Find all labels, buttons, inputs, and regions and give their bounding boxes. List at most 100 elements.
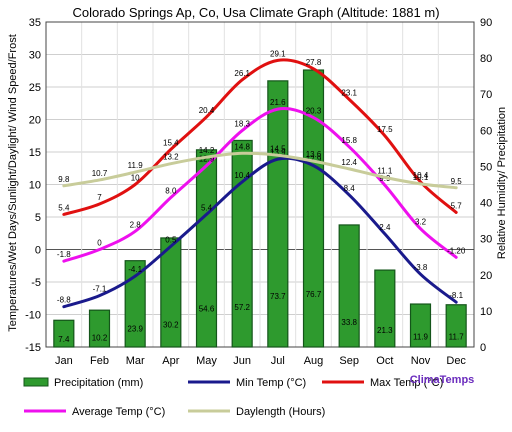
precip-bar-may xyxy=(195,149,218,348)
average-temp-c-data-label: 0 xyxy=(97,239,102,248)
y-tick-left: 5 xyxy=(35,212,41,224)
plot-frame xyxy=(45,21,475,348)
precip-label: 7.4 xyxy=(58,335,70,344)
precip-label: 73.7 xyxy=(270,292,286,301)
max-temp-c-data-label: 7 xyxy=(97,193,102,202)
average-temp-c-data-label: 21.6 xyxy=(270,98,286,107)
y-tick-right: 0 xyxy=(480,342,486,354)
average-temp-c-line xyxy=(62,107,458,263)
min-temp-c-data-label: 13.9 xyxy=(270,148,286,157)
max-temp-c-data-label: 23.1 xyxy=(341,88,357,97)
legend-item: Max Temp (°C) xyxy=(322,377,443,389)
precip-label: 11.7 xyxy=(449,332,465,341)
max-temp-c-data-label: 29.1 xyxy=(270,49,286,58)
min-temp-c-data-label: -8.8 xyxy=(57,296,71,305)
y-tick-right: 60 xyxy=(480,125,492,137)
x-tick-jan: Jan xyxy=(55,355,73,367)
max-temp-c-data-label: 10 xyxy=(131,174,140,183)
precip-label: 21.3 xyxy=(377,326,393,335)
precip-label: 30.2 xyxy=(163,320,179,329)
legend: Precipitation (mm) Min Temp (°C) Max Temp … xyxy=(23,377,443,418)
min-temp-c-data-label: 0.5 xyxy=(165,235,177,244)
precip-bar-feb xyxy=(88,309,111,348)
precip-bar-oct xyxy=(374,269,396,348)
precip-label: 33.8 xyxy=(341,318,357,327)
y-tick-right: 40 xyxy=(480,198,492,210)
legend-swatch-precipitation xyxy=(23,377,49,387)
precip-bar-jun xyxy=(231,139,253,348)
precip-bar-sep xyxy=(338,224,360,348)
x-tick-aug: Aug xyxy=(304,355,324,367)
x-tick-oct: Oct xyxy=(376,355,393,367)
legend-item: Precipitation (mm) xyxy=(23,377,143,389)
precip-bar-apr xyxy=(160,237,182,348)
precip-bar-jan xyxy=(53,319,75,348)
y-tick-right: 50 xyxy=(480,161,492,173)
precip-label: 11.9 xyxy=(413,332,429,341)
max-temp-c-data-label: 15.4 xyxy=(163,138,179,147)
chart-title: Colorado Springs Ap, Co, Usa Climate Gra… xyxy=(72,5,439,20)
min-temp-c-data-label: -8.1 xyxy=(449,291,463,300)
average-temp-c-data-label: 18.3 xyxy=(234,120,250,129)
legend-label: Min Temp (°C) xyxy=(236,377,306,389)
daylength-hours-data-label: 10.7 xyxy=(92,169,108,178)
x-tick-feb: Feb xyxy=(90,355,109,367)
average-temp-c-data-label: -1.20 xyxy=(447,246,466,255)
x-tick-apr: Apr xyxy=(162,355,179,367)
precip-label: 10.2 xyxy=(92,333,108,342)
legend-label: Daylength (Hours) xyxy=(236,406,325,418)
daylength-hours-data-label: 11.1 xyxy=(377,166,393,175)
max-temp-c-data-label: 10.4 xyxy=(413,171,429,180)
y-tick-left: -5 xyxy=(31,277,41,289)
y-tick-left: -15 xyxy=(25,342,41,354)
min-temp-c-data-label: 10.4 xyxy=(234,171,250,180)
y-tick-left: 10 xyxy=(29,180,41,192)
daylength-hours-data-label: 10.1 xyxy=(413,173,429,182)
brand-logo: ClimaTemps xyxy=(410,374,475,386)
y-tick-right: 20 xyxy=(480,270,492,282)
daylength-hours-data-label: 14.5 xyxy=(270,144,286,153)
daylength-hours-data-label: 12.4 xyxy=(341,158,357,167)
max-temp-c-data-label: 26.1 xyxy=(234,69,250,78)
min-temp-c-data-label: -3.8 xyxy=(414,263,428,272)
precip-bar-dec xyxy=(445,304,467,348)
min-temp-c-data-label: 2.4 xyxy=(379,223,391,232)
min-temp-c-data-label: 8.4 xyxy=(344,184,356,193)
y-tick-right: 30 xyxy=(480,234,492,246)
legend-item: Average Temp (°C) xyxy=(24,406,165,418)
legend-label: Precipitation (mm) xyxy=(54,377,143,389)
legend-item: Daylength (Hours) xyxy=(188,406,325,418)
legend-label: Max Temp (°C) xyxy=(370,377,443,389)
max-temp-c-data-label: 5.7 xyxy=(451,201,463,210)
average-temp-c-data-label: 2.8 xyxy=(130,220,142,229)
x-tick-mar: Mar xyxy=(126,355,145,367)
y-tick-left: 0 xyxy=(35,245,41,257)
y-tick-left: 20 xyxy=(29,115,41,127)
x-tick-jul: Jul xyxy=(271,355,285,367)
daylength-hours-data-label: 13.6 xyxy=(306,150,322,159)
precip-bar-jul xyxy=(267,80,289,348)
y-axis-label-left: Temperatures/Wet Days/Sunlight/Daylight/… xyxy=(7,34,19,332)
max-temp-c-data-label: 20.4 xyxy=(199,106,215,115)
min-temp-c-data-label: 12.9 xyxy=(306,155,322,164)
precip-bar-nov xyxy=(409,303,432,348)
y-tick-left: 30 xyxy=(29,50,41,62)
min-temp-c-data-label: 5.4 xyxy=(201,203,213,212)
precip-label: 76.7 xyxy=(306,290,322,299)
daylength-hours-line xyxy=(62,151,458,190)
x-tick-dec: Dec xyxy=(446,355,466,367)
max-temp-c-data-label: 5.4 xyxy=(58,203,70,212)
y-tick-right: 90 xyxy=(480,17,492,29)
daylength-hours-data-label: 14.2 xyxy=(199,146,215,155)
x-tick-may: May xyxy=(196,355,217,367)
daylength-hours-data-label: 11.9 xyxy=(128,161,144,170)
daylength-hours-data-label: 9.5 xyxy=(451,177,463,186)
average-temp-c-data-label: 20.3 xyxy=(306,107,322,116)
precip-label: 57.2 xyxy=(234,303,250,312)
precip-label: 23.9 xyxy=(127,324,143,333)
y-tick-right: 10 xyxy=(480,306,492,318)
min-temp-c-data-label: -4.1 xyxy=(128,265,142,274)
max-temp-c-line xyxy=(62,58,458,216)
y-tick-left: 25 xyxy=(29,82,41,94)
